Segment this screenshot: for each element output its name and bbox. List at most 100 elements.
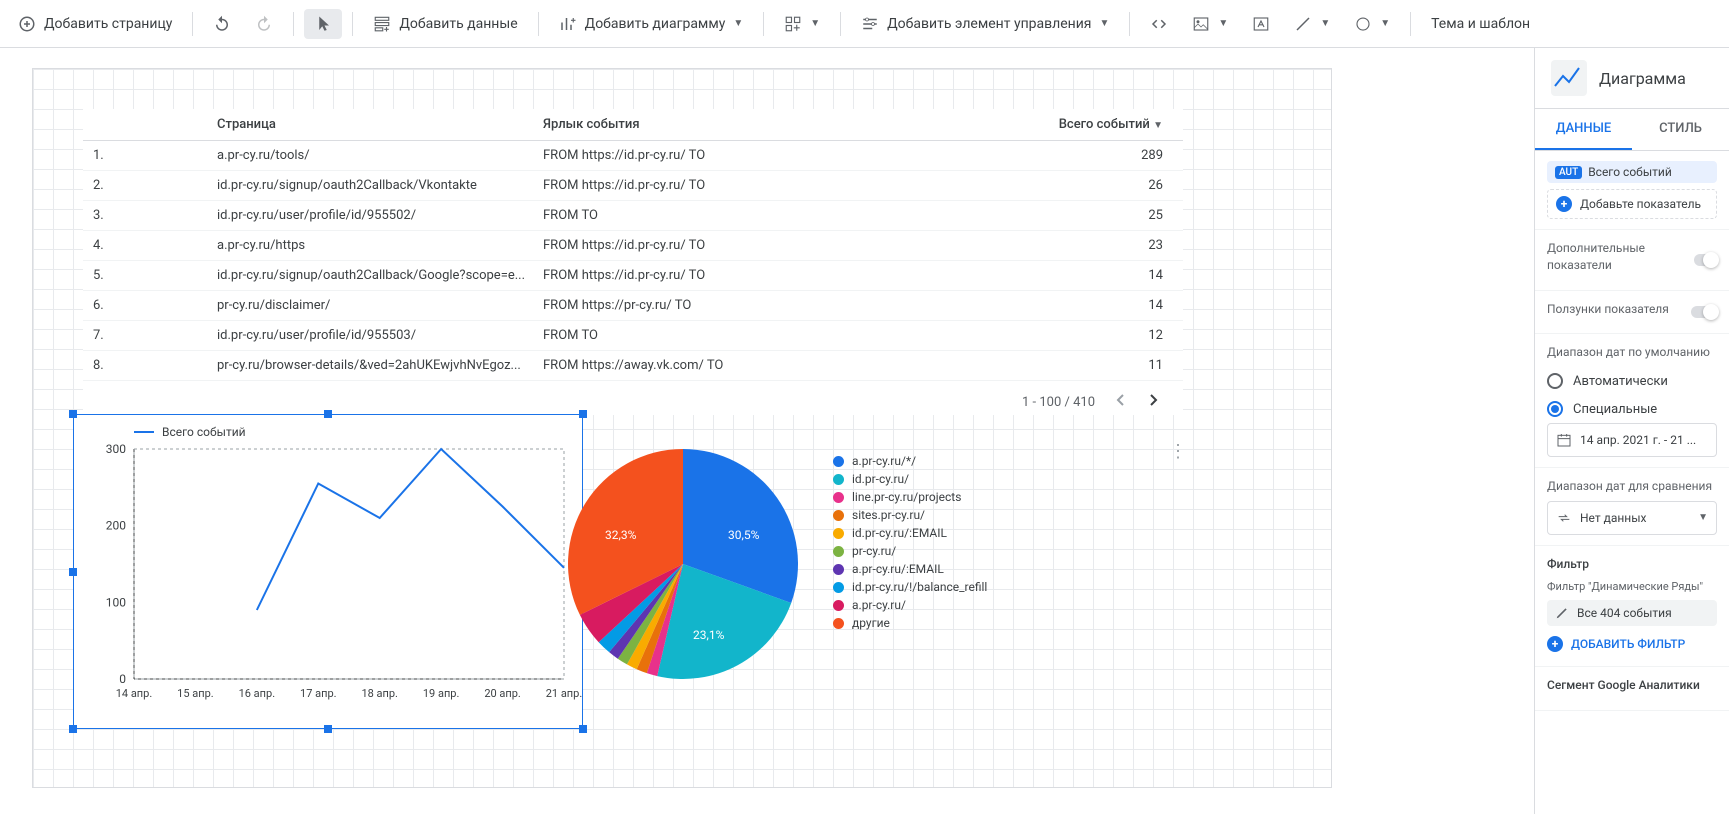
undo-icon xyxy=(213,15,231,33)
pie-legend-item[interactable]: a.pr-cy.ru/ xyxy=(833,598,987,612)
image-icon xyxy=(1192,15,1210,33)
legend-text: другие xyxy=(852,616,890,630)
date-value: 14 апр. 2021 г. - 21 ... xyxy=(1580,433,1696,447)
legend-dot xyxy=(833,456,844,467)
table-row[interactable]: 1.a.pr-cy.ru/tools/FROM https://id.pr-cy… xyxy=(83,141,1183,171)
row-page: a.pr-cy.ru/tools/ xyxy=(213,148,543,163)
chevron-down-icon: ▼ xyxy=(733,18,743,29)
legend-text: line.pr-cy.ru/projects xyxy=(852,490,961,504)
resize-handle[interactable] xyxy=(579,410,587,418)
filter-chip[interactable]: Все 404 события xyxy=(1547,600,1717,626)
tab-data[interactable]: ДАННЫЕ xyxy=(1535,109,1632,150)
resize-handle[interactable] xyxy=(324,725,332,733)
calendar-icon xyxy=(1556,432,1572,448)
image-button[interactable]: ▼ xyxy=(1182,9,1238,39)
add-page-button[interactable]: Добавить страницу xyxy=(8,9,182,39)
table-row[interactable]: 6.pr-cy.ru/disclaimer/FROM https://pr-cy… xyxy=(83,291,1183,321)
pager-prev[interactable] xyxy=(1111,389,1129,415)
tab-style[interactable]: СТИЛЬ xyxy=(1632,109,1729,150)
pie-legend-item[interactable]: id.pr-cy.ru/!/balance_refill xyxy=(833,580,987,594)
canvas-wrap[interactable]: Страница Ярлык события Всего событий ▼ 1… xyxy=(0,48,1534,814)
metric-chip[interactable]: AUT Всего событий xyxy=(1547,161,1717,183)
pie-legend-item[interactable]: другие xyxy=(833,616,987,630)
row-index: 6. xyxy=(83,298,213,313)
radio-auto[interactable]: Автоматически xyxy=(1547,367,1717,395)
pie-legend-item[interactable]: pr-cy.ru/ xyxy=(833,544,987,558)
row-label: FROM TO xyxy=(543,328,943,343)
resize-handle[interactable] xyxy=(324,410,332,418)
resize-handle[interactable] xyxy=(69,568,77,576)
separator xyxy=(840,12,841,36)
line-icon xyxy=(1294,15,1312,33)
line-chart-svg: 300200100014 апр.15 апр.16 апр.17 апр.18… xyxy=(74,439,584,719)
pie-legend-item[interactable]: a.pr-cy.ru/:EMAIL xyxy=(833,562,987,576)
radio-icon xyxy=(1547,401,1563,417)
resize-handle[interactable] xyxy=(69,410,77,418)
pointer-button[interactable] xyxy=(304,9,342,39)
resize-handle[interactable] xyxy=(69,725,77,733)
pie-legend-item[interactable]: id.pr-cy.ru/ xyxy=(833,472,987,486)
legend-text: sites.pr-cy.ru/ xyxy=(852,508,925,522)
shape-button[interactable]: ▼ xyxy=(1344,9,1400,39)
add-data-button[interactable]: Добавить данные xyxy=(363,9,527,39)
pie-legend-item[interactable]: a.pr-cy.ru/*/ xyxy=(833,454,987,468)
main: Страница Ярлык события Всего событий ▼ 1… xyxy=(0,48,1729,814)
compare-picker[interactable]: Нет данных ▼ xyxy=(1547,501,1717,535)
add-filter-button[interactable]: + ДОБАВИТЬ ФИЛЬТР xyxy=(1547,632,1717,656)
theme-button[interactable]: Тема и шаблон xyxy=(1421,10,1540,38)
pie-legend-item[interactable]: line.pr-cy.ru/projects xyxy=(833,490,987,504)
data-icon xyxy=(373,15,391,33)
metric-section: AUT Всего событий + Добавьте показатель xyxy=(1535,151,1729,230)
add-chart-button[interactable]: Добавить диаграмму ▼ xyxy=(549,9,754,39)
optional-metrics-toggle[interactable] xyxy=(1694,254,1717,266)
pie-legend: a.pr-cy.ru/*/ id.pr-cy.ru/line.pr-cy.ru/p… xyxy=(833,444,987,634)
header-total[interactable]: Всего событий ▼ xyxy=(943,117,1183,132)
community-button[interactable]: ▼ xyxy=(774,9,830,39)
drag-handle-icon[interactable]: ⋮ xyxy=(1169,441,1187,462)
radio-special[interactable]: Специальные xyxy=(1547,395,1717,423)
sliders-label: Ползунки показателя xyxy=(1547,301,1669,318)
plus-icon: + xyxy=(1556,196,1572,212)
compare-section: Диапазон дат для сравнения Нет данных ▼ xyxy=(1535,468,1729,546)
data-table[interactable]: Страница Ярлык события Всего событий ▼ 1… xyxy=(83,109,1183,415)
table-row[interactable]: 7.id.pr-cy.ru/user/profile/id/955503/FRO… xyxy=(83,321,1183,351)
svg-text:0: 0 xyxy=(119,672,126,686)
text-button[interactable] xyxy=(1242,9,1280,39)
table-row[interactable]: 8.pr-cy.ru/browser-details/&ved=2ahUKEwj… xyxy=(83,351,1183,381)
header-label[interactable]: Ярлык события xyxy=(543,117,943,132)
add-chart-label: Добавить диаграмму xyxy=(585,16,726,32)
pie-legend-item[interactable]: sites.pr-cy.ru/ xyxy=(833,508,987,522)
table-row[interactable]: 2.id.pr-cy.ru/signup/oauth2Callback/Vkon… xyxy=(83,171,1183,201)
sliders-toggle[interactable] xyxy=(1691,306,1717,318)
embed-button[interactable] xyxy=(1140,9,1178,39)
report-canvas[interactable]: Страница Ярлык события Всего событий ▼ 1… xyxy=(32,68,1332,788)
pie-chart[interactable]: 32,3%30,5%23,1% a.pr-cy.ru/*/id.pr-cy.ru… xyxy=(563,444,987,684)
line-chart-selected[interactable]: Всего событий 300200100014 апр.15 апр.16… xyxy=(73,414,583,729)
undo-button[interactable] xyxy=(203,9,241,39)
table-row[interactable]: 3.id.pr-cy.ru/user/profile/id/955502/FRO… xyxy=(83,201,1183,231)
toolbar: Добавить страницу Добавить данные Добави… xyxy=(0,0,1729,48)
header-page[interactable]: Страница xyxy=(213,117,543,132)
legend-text: id.pr-cy.ru/!/balance_refill xyxy=(852,580,987,594)
pie-legend-item[interactable]: id.pr-cy.ru/:EMAIL xyxy=(833,526,987,540)
legend-text: id.pr-cy.ru/ xyxy=(852,472,909,486)
line-button[interactable]: ▼ xyxy=(1284,9,1340,39)
sliders-section: Ползунки показателя xyxy=(1535,291,1729,335)
add-control-button[interactable]: Добавить элемент управления ▼ xyxy=(851,9,1119,39)
table-row[interactable]: 5.id.pr-cy.ru/signup/oauth2Callback/Goog… xyxy=(83,261,1183,291)
separator xyxy=(763,12,764,36)
svg-text:23,1%: 23,1% xyxy=(693,628,725,642)
legend-dot xyxy=(833,600,844,611)
separator xyxy=(1410,12,1411,36)
resize-handle[interactable] xyxy=(579,725,587,733)
legend-dot xyxy=(833,564,844,575)
pager-next[interactable] xyxy=(1145,389,1163,415)
legend-dot xyxy=(833,510,844,521)
row-total: 12 xyxy=(943,328,1183,343)
redo-button[interactable] xyxy=(245,9,283,39)
row-index: 1. xyxy=(83,148,213,163)
table-row[interactable]: 4.a.pr-cy.ru/httpsFROM https://id.pr-cy.… xyxy=(83,231,1183,261)
add-metric-button[interactable]: + Добавьте показатель xyxy=(1547,189,1717,219)
date-picker[interactable]: 14 апр. 2021 г. - 21 ... xyxy=(1547,423,1717,457)
legend-dot xyxy=(833,528,844,539)
